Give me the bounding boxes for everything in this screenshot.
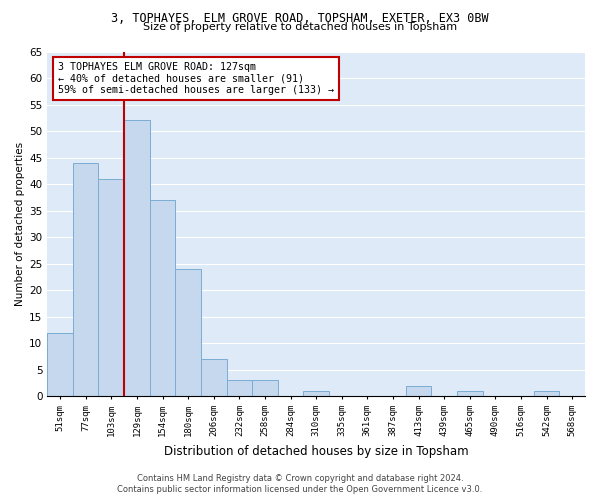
Text: Size of property relative to detached houses in Topsham: Size of property relative to detached ho… [143, 22, 457, 32]
Bar [73, 163, 98, 396]
Bar [406, 386, 431, 396]
Bar [124, 120, 150, 396]
Bar [98, 179, 124, 396]
Bar [304, 391, 329, 396]
Bar [252, 380, 278, 396]
Bar [175, 269, 201, 396]
Bar [201, 359, 227, 397]
Text: 3, TOPHAYES, ELM GROVE ROAD, TOPSHAM, EXETER, EX3 0BW: 3, TOPHAYES, ELM GROVE ROAD, TOPSHAM, EX… [111, 12, 489, 26]
Bar [227, 380, 252, 396]
Bar [150, 200, 175, 396]
Y-axis label: Number of detached properties: Number of detached properties [15, 142, 25, 306]
Bar [47, 332, 73, 396]
X-axis label: Distribution of detached houses by size in Topsham: Distribution of detached houses by size … [164, 444, 469, 458]
Text: 3 TOPHAYES ELM GROVE ROAD: 127sqm
← 40% of detached houses are smaller (91)
59% : 3 TOPHAYES ELM GROVE ROAD: 127sqm ← 40% … [58, 62, 334, 95]
Bar [457, 391, 482, 396]
Text: Contains HM Land Registry data © Crown copyright and database right 2024.
Contai: Contains HM Land Registry data © Crown c… [118, 474, 482, 494]
Bar [534, 391, 559, 396]
